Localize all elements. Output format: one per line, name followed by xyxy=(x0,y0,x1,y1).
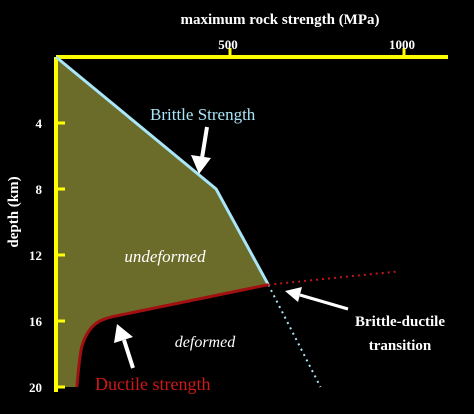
undeformed-region-fill xyxy=(56,57,269,387)
ductile-strength-label: Ductile strength xyxy=(95,374,210,394)
deformed-label: deformed xyxy=(175,334,236,351)
ductile-arrow xyxy=(114,324,135,369)
x-axis-label: maximum rock strength (MPa) xyxy=(181,12,380,28)
transition-arrow xyxy=(285,287,349,311)
undeformed-label: undeformed xyxy=(124,247,206,266)
y-tick-label: 8 xyxy=(36,182,43,197)
transition-label-line1: Brittle-ductile xyxy=(355,314,445,330)
y-tick-label: 4 xyxy=(36,116,43,131)
axes xyxy=(54,48,448,392)
x-tick-label: 1000 xyxy=(389,37,415,52)
tick-labels: 500 1000 4 8 12 16 20 xyxy=(29,37,415,395)
y-tick-label: 20 xyxy=(29,380,42,395)
transition-label-line2: transition xyxy=(369,338,432,354)
brittle-strength-line xyxy=(55,55,270,286)
brittle-strength-label: Brittle Strength xyxy=(150,105,256,124)
brittle-extension-line xyxy=(267,284,322,388)
x-tick-label: 500 xyxy=(218,37,238,52)
y-tick-label: 12 xyxy=(29,248,42,263)
ductile-strength-line xyxy=(75,283,269,388)
y-tick-label: 16 xyxy=(29,314,43,329)
brittle-arrow xyxy=(191,126,211,174)
y-axis-label: depth (km) xyxy=(6,176,22,247)
